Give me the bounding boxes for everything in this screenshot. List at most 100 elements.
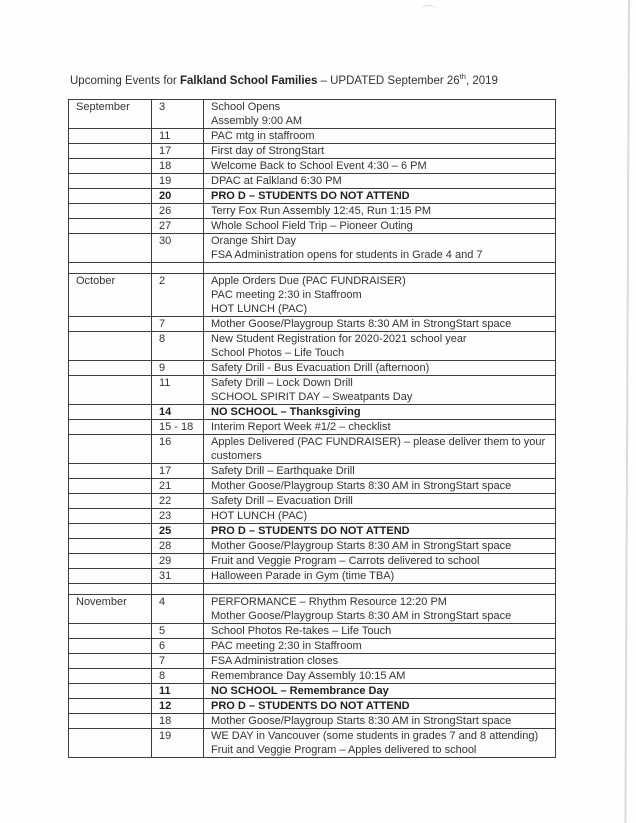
month-cell — [68, 478, 152, 494]
event-line: Welcome Back to School Event 4:30 – 6 PM — [211, 160, 427, 172]
event-cell: New Student Registration for 2020-2021 s… — [203, 331, 556, 361]
month-cell — [68, 713, 152, 729]
date-cell: 14 — [151, 404, 204, 420]
event-line: Interim Report Week #1/2 – checklist — [211, 421, 391, 433]
event-line: HOT LUNCH (PAC) — [211, 510, 308, 522]
month-cell — [68, 188, 152, 204]
event-cell: PRO D – STUDENTS DO NOT ATTEND — [203, 523, 556, 539]
month-cell — [68, 143, 152, 159]
date-cell: 12 — [151, 698, 204, 714]
month-cell — [68, 233, 152, 263]
event-line: Apples Delivered (PAC FUNDRAISER) – plea… — [211, 436, 546, 448]
month-cell — [68, 419, 152, 435]
table-row: 30 Orange Shirt Day FSA Administration ope… — [68, 233, 556, 263]
table-row: 7 FSA Administration closes — [68, 653, 556, 669]
table-row: 29 Fruit and Veggie Program – Carrots del… — [68, 553, 556, 569]
table-row: 15 - 18 Interim Report Week #1/2 – checkl… — [68, 419, 556, 435]
month-cell: September — [68, 99, 152, 129]
date-cell: 22 — [151, 493, 204, 509]
month-cell — [68, 508, 152, 524]
date-cell: 21 — [151, 478, 204, 494]
pen-mark-artifact — [421, 5, 437, 14]
table-row: 23 HOT LUNCH (PAC) — [68, 508, 556, 524]
title-school-name: Falkland School Families — [179, 75, 318, 87]
table-row: 6 PAC meeting 2:30 in Staffroom — [68, 638, 556, 654]
table-row: 18 Welcome Back to School Event 4:30 – 6 … — [68, 158, 556, 174]
date-cell: 27 — [151, 218, 204, 234]
month-cell — [68, 568, 152, 584]
date-cell: 7 — [151, 653, 204, 669]
event-line: Whole School Field Trip – Pioneer Outing — [211, 220, 413, 232]
scan-edge-line — [624, 0, 630, 823]
date-cell — [151, 583, 204, 595]
event-cell: Apple Orders Due (PAC FUNDRAISER) PAC mee… — [203, 273, 556, 317]
month-cell — [68, 404, 152, 420]
event-cell: HOT LUNCH (PAC) — [203, 508, 556, 524]
event-cell: Interim Report Week #1/2 – checklist — [203, 419, 556, 435]
table-row: 18 Mother Goose/Playgroup Starts 8:30 AM … — [68, 713, 556, 729]
date-cell: 3 — [151, 99, 204, 129]
event-cell: Safety Drill – Evacuation Drill — [203, 493, 556, 509]
table-row: 31 Halloween Parade in Gym (time TBA) — [68, 568, 556, 584]
table-row: 21 Mother Goose/Playgroup Starts 8:30 AM … — [68, 478, 556, 494]
date-cell — [151, 262, 204, 274]
table-row: 19 DPAC at Falkland 6:30 PM — [68, 173, 556, 189]
event-cell: NO SCHOOL – Thanksgiving — [203, 404, 556, 420]
event-line: Mother Goose/Playgroup Starts 8:30 AM in… — [211, 480, 512, 492]
month-cell — [68, 316, 152, 332]
table-row: 11 PAC mtg in staffroom — [68, 128, 556, 144]
page-title: Upcoming Events for Falkland School Fami… — [70, 73, 498, 88]
table-row: October 2 Apple Orders Due (PAC FUNDRAISER… — [68, 273, 556, 317]
table-row: 16 Apples Delivered (PAC FUNDRAISER) – pl… — [68, 434, 556, 464]
event-line: School Opens — [211, 101, 281, 113]
table-row: 19 WE DAY in Vancouver (some students in … — [68, 728, 556, 758]
month-cell — [68, 203, 152, 219]
table-row: 20 PRO D – STUDENTS DO NOT ATTEND — [68, 188, 556, 204]
date-cell: 18 — [151, 713, 204, 729]
date-cell: 17 — [151, 143, 204, 159]
month-cell — [68, 360, 152, 376]
event-line: Mother Goose/Playgroup Starts 8:30 AM in… — [211, 318, 512, 330]
event-line: Mother Goose/Playgroup Starts 8:30 AM in… — [211, 610, 512, 622]
date-cell: 16 — [151, 434, 204, 464]
date-cell: 5 — [151, 623, 204, 639]
event-cell: Remembrance Day Assembly 10:15 AM — [203, 668, 556, 684]
month-cell — [68, 463, 152, 479]
event-line: Remembrance Day Assembly 10:15 AM — [211, 670, 406, 682]
event-line: Safety Drill – Lock Down Drill — [211, 377, 353, 389]
spacer-row — [68, 262, 556, 274]
date-cell: 19 — [151, 728, 204, 758]
month-cell — [68, 553, 152, 569]
table-row: 22 Safety Drill – Evacuation Drill — [68, 493, 556, 509]
date-cell: 23 — [151, 508, 204, 524]
event-line: FSA Administration opens for students in… — [211, 249, 483, 261]
event-line: HOT LUNCH (PAC) — [211, 303, 308, 315]
event-cell — [203, 583, 556, 595]
event-cell — [203, 262, 556, 274]
event-line: PERFORMANCE – Rhythm Resource 12:20 PM — [211, 596, 447, 608]
date-cell: 8 — [151, 331, 204, 361]
event-cell: Safety Drill - Bus Evacuation Drill (aft… — [203, 360, 556, 376]
event-line: School Photos Re-takes – Life Touch — [211, 625, 392, 637]
month-cell — [68, 434, 152, 464]
event-cell: PERFORMANCE – Rhythm Resource 12:20 PM Mo… — [203, 594, 556, 624]
table-row: 26 Terry Fox Run Assembly 12:45, Run 1:15… — [68, 203, 556, 219]
date-cell: 17 — [151, 463, 204, 479]
table-row: 9 Safety Drill - Bus Evacuation Drill (af… — [68, 360, 556, 376]
date-cell: 11 — [151, 128, 204, 144]
date-cell: 4 — [151, 594, 204, 624]
event-cell: Orange Shirt Day FSA Administration opens… — [203, 233, 556, 263]
event-cell: PAC mtg in staffroom — [203, 128, 556, 144]
title-updated-text: – UPDATED September 26 — [317, 75, 460, 87]
table-row: 27 Whole School Field Trip – Pioneer Outi… — [68, 218, 556, 234]
table-row: September 3 School Opens Assembly 9:00 AM — [68, 99, 556, 129]
event-line: Halloween Parade in Gym (time TBA) — [211, 570, 395, 582]
event-line: School Photos – Life Touch — [211, 347, 345, 359]
table-row: 28 Mother Goose/Playgroup Starts 8:30 AM … — [68, 538, 556, 554]
date-cell: 31 — [151, 568, 204, 584]
month-cell — [68, 698, 152, 714]
month-cell — [68, 262, 152, 274]
table-row: 25 PRO D – STUDENTS DO NOT ATTEND — [68, 523, 556, 539]
event-cell: PRO D – STUDENTS DO NOT ATTEND — [203, 698, 556, 714]
